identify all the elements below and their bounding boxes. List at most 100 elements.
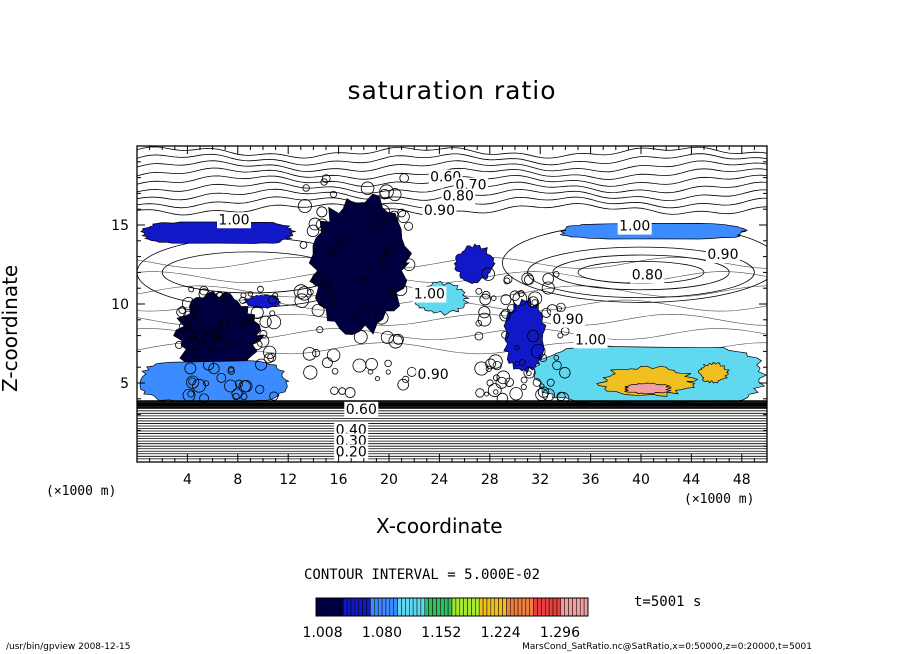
contour-line (227, 366, 235, 373)
colorbar-cell (513, 597, 519, 617)
contour-line (560, 326, 570, 336)
contour-line (531, 299, 539, 306)
contour-line (487, 383, 502, 398)
colorbar-cell (572, 597, 577, 617)
colorbar-cell (323, 597, 328, 617)
contour-line (356, 266, 371, 281)
colorbar-cell (393, 597, 398, 617)
contour-line (475, 287, 483, 295)
colorbar-cell (564, 597, 569, 617)
contour-line (294, 293, 309, 308)
contour-line (184, 362, 197, 375)
contour-line (503, 274, 513, 284)
contour-line (327, 247, 335, 255)
contour-line (365, 204, 372, 210)
contour-line (188, 338, 201, 351)
contour-line (517, 290, 525, 297)
colorbar-cell (560, 597, 565, 617)
contour-line (559, 367, 571, 379)
filled-region (596, 365, 699, 397)
contour-line (520, 376, 528, 384)
contour-line (526, 370, 532, 377)
contour-line (302, 347, 317, 361)
contour-line (479, 293, 492, 306)
contour-line (552, 270, 560, 278)
colorbar-cell (405, 597, 410, 617)
contour-line (245, 319, 251, 326)
contour-label-bg (617, 218, 652, 235)
colorbar-cell (443, 597, 449, 617)
colorbar-cell (490, 597, 495, 617)
contour-label: 1.00 (218, 212, 249, 228)
contour-line (176, 307, 187, 318)
contour-line (397, 378, 410, 391)
contour-line (509, 290, 521, 301)
contour-label: 0.20 (336, 445, 367, 461)
colorbar-cell (583, 597, 589, 617)
contour-line (240, 393, 248, 401)
contour-line (227, 339, 236, 347)
colorbar-cell (447, 597, 453, 617)
contour-label: 0.80 (443, 189, 474, 205)
contour-line (259, 330, 268, 338)
contour-line (501, 330, 510, 339)
contour-line (206, 328, 216, 338)
y-tick-label: 10 (111, 297, 129, 313)
contour-label: 0.90 (424, 203, 455, 219)
colorbar-cell (327, 597, 332, 617)
contour-line (183, 310, 194, 321)
colorbar-cell (416, 597, 422, 617)
contour-line (406, 367, 417, 377)
contour-line (303, 365, 318, 380)
contour-line (192, 378, 206, 393)
contour-line (478, 306, 491, 319)
colorbar-cell (533, 597, 538, 617)
contour-line (385, 369, 391, 375)
contour-label-bg (334, 444, 369, 461)
contour-label-bg (416, 367, 451, 384)
contour-line (239, 296, 247, 304)
x-tick-label: 16 (330, 472, 348, 488)
contour-label: 0.90 (552, 312, 583, 328)
contour-line (250, 306, 264, 319)
colorbar-cell (381, 597, 387, 617)
colorbar-tick-label: 1.008 (303, 625, 343, 641)
contour-line (527, 296, 539, 308)
contour-line (520, 384, 527, 391)
colorbar-cell (397, 597, 402, 617)
contour-line (255, 384, 265, 394)
contour-line (178, 320, 193, 335)
contour-line (227, 367, 235, 375)
contour-line (496, 370, 511, 385)
colorbar-cell (436, 597, 441, 617)
contour-line (195, 354, 203, 362)
colorbar-cell (370, 597, 375, 617)
time-label: t=5001 s (634, 594, 702, 610)
contour-label-bg (705, 247, 740, 264)
contour-line (377, 221, 387, 231)
contour-line (477, 312, 492, 327)
contour-line (263, 353, 274, 364)
colorbar-cell (362, 597, 367, 617)
contour-label: 1.00 (619, 219, 650, 235)
filled-region (623, 382, 672, 395)
colorbar-cell (428, 597, 433, 617)
colorbar-cell (319, 597, 325, 617)
contour-line (331, 368, 339, 375)
contour-line (297, 198, 312, 214)
colorbar-cell (510, 597, 515, 617)
y-tick-label: 15 (111, 218, 129, 234)
contour-line (488, 354, 503, 369)
contour-line (360, 181, 375, 195)
contour-line (137, 181, 767, 194)
filled-region (453, 243, 496, 284)
contour-line (374, 376, 380, 382)
colorbar-cell (494, 597, 499, 617)
x-tick-label: 4 (183, 472, 192, 488)
contour-line (380, 330, 394, 344)
contour-line (486, 379, 494, 387)
contour-label: 1.00 (575, 332, 606, 348)
contour-line (506, 304, 517, 314)
contour-line (388, 210, 400, 222)
contour-line (308, 217, 322, 231)
